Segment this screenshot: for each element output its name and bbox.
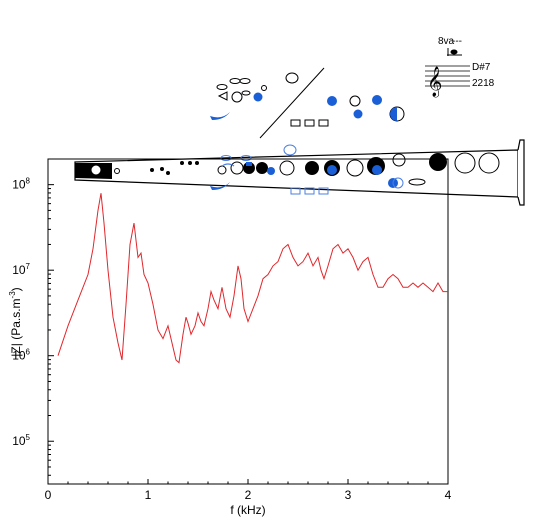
clarinet-diagram [74, 139, 525, 206]
x-axis-title: f (kHz) [230, 503, 265, 517]
key-outline [304, 187, 315, 195]
note-notation: 𝄞 8va --- D#7 2218 [425, 36, 495, 98]
x-tick-label: 0 [45, 488, 52, 502]
tone-hole [279, 160, 295, 176]
key-symbol [231, 91, 243, 103]
tone-hole [346, 159, 364, 177]
tone-hole [408, 178, 426, 186]
tone-hole [429, 153, 447, 171]
tone-hole [305, 161, 319, 175]
y-axis-title: |Z| (Pa.s.m-3) [8, 287, 23, 356]
tone-hole [256, 162, 268, 174]
key-symbol [253, 92, 263, 102]
y-tick-label: 108 [12, 177, 30, 192]
key-symbol [241, 90, 251, 96]
tone-hole [195, 161, 199, 165]
key-symbol [327, 96, 337, 106]
clarinet-bell [517, 139, 525, 206]
key-outline [221, 163, 235, 167]
note-value: 2218 [472, 78, 495, 89]
key-symbol [239, 78, 251, 84]
tone-hole [392, 153, 406, 167]
key-outline [318, 187, 329, 195]
fingered-key [246, 162, 252, 166]
tone-hole [478, 152, 500, 174]
key-symbol [390, 107, 397, 121]
x-tick-label: 4 [445, 488, 452, 502]
x-tick-label: 3 [345, 488, 352, 502]
tone-hole [217, 165, 227, 175]
key-symbol [353, 109, 363, 119]
key-symbol [216, 84, 228, 90]
mouthpiece-ring [90, 164, 102, 176]
octave-mark: 8va [438, 36, 455, 47]
key-symbol [349, 95, 361, 107]
key-outline [240, 155, 252, 161]
tone-hole [160, 167, 164, 171]
note-name: D#7 [472, 62, 491, 73]
key-outline [290, 187, 301, 195]
y-tick-label: 105 [12, 433, 30, 448]
key-outline [220, 155, 232, 161]
divider-line [259, 67, 325, 139]
fingered-key [327, 165, 337, 175]
key-outline [283, 144, 297, 156]
key-symbol [304, 119, 315, 127]
impedance-curve [57, 193, 448, 364]
treble-clef-icon: 𝄞 [427, 66, 442, 98]
clarinet-body [74, 149, 519, 198]
key-symbol [210, 112, 230, 120]
key-symbol [372, 95, 382, 105]
tone-hole [166, 171, 170, 175]
y-tick-label: 107 [12, 262, 30, 277]
key-symbol [261, 85, 267, 91]
x-axis: 0 1 2 3 4 [45, 479, 452, 502]
fingered-key [372, 165, 382, 175]
key-symbol [290, 119, 301, 127]
key-symbol [229, 78, 241, 84]
tone-hole [180, 161, 184, 165]
fingered-key [210, 182, 230, 190]
fingering-chart [210, 67, 405, 139]
fingered-key [267, 167, 275, 175]
tone-hole [188, 161, 192, 165]
key-outline [392, 177, 404, 189]
x-tick-label: 1 [145, 488, 152, 502]
key-symbol [318, 119, 329, 127]
key-symbol [217, 91, 228, 101]
tone-hole [114, 168, 120, 174]
key-symbol [285, 72, 299, 84]
tone-hole [454, 152, 476, 174]
tone-hole [150, 168, 154, 172]
note-head [450, 49, 458, 55]
tone-hole [230, 161, 244, 175]
x-tick-label: 2 [245, 488, 252, 502]
octave-dashes: --- [452, 36, 462, 47]
